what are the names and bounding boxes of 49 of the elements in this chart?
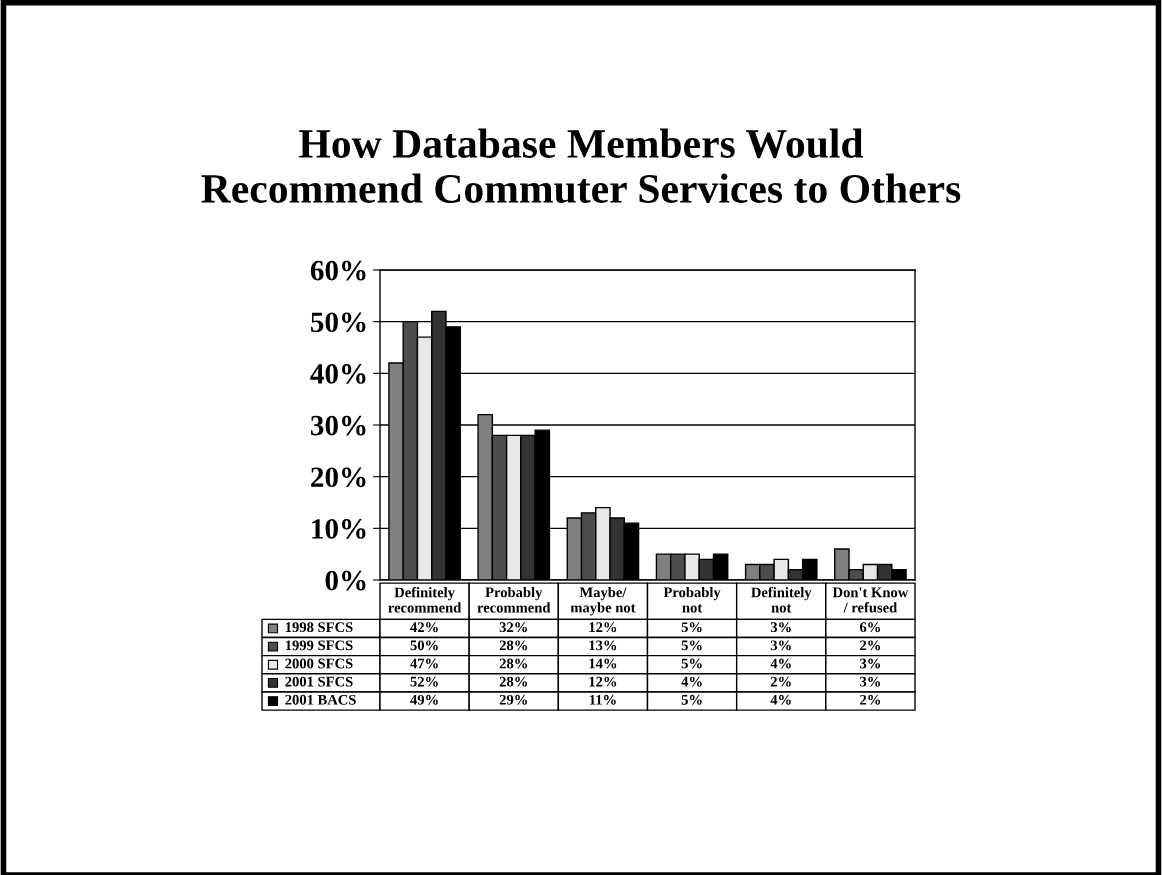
data-label: 3% — [860, 658, 880, 669]
data-label: 14% — [589, 658, 617, 669]
y-tick-label: 30% — [310, 415, 366, 436]
chart-title: How Database Members Would Recommend Commuter Services to Others — [201, 128, 961, 204]
legend-label: 2000 SFCS — [285, 658, 353, 669]
data-label: 3% — [770, 622, 791, 633]
data-label: 29% — [499, 694, 527, 705]
data-label: 2% — [860, 640, 880, 651]
x-tick-label: Don't Know / refused — [832, 587, 909, 613]
data-label: 52% — [410, 676, 438, 687]
x-tick-label: Definitely recommend — [388, 586, 462, 613]
x-tick-label: Probably not — [663, 586, 721, 613]
data-label: 4% — [770, 694, 791, 705]
legend-label: 2001 SFCS — [285, 676, 353, 687]
data-label: 28% — [499, 640, 527, 651]
y-tick-label: 20% — [311, 467, 366, 488]
data-label: 47% — [410, 658, 438, 669]
data-label: 12% — [589, 676, 617, 687]
x-tick-label: Definitely not — [751, 586, 812, 613]
data-label: 6% — [859, 622, 880, 633]
data-label: 3% — [770, 640, 791, 651]
y-tick-label: 50% — [311, 312, 366, 333]
data-label: 4% — [681, 676, 702, 687]
data-label: 3% — [860, 676, 880, 687]
data-label: 5% — [681, 658, 702, 669]
data-label: 28% — [499, 658, 527, 669]
legend-label: 1999 SFCS — [285, 640, 353, 651]
y-tick-label: 10% — [312, 519, 366, 539]
y-tick-label: 40% — [310, 364, 366, 384]
data-label: 11% — [589, 694, 616, 705]
data-label: 5% — [681, 694, 702, 705]
data-label: 4% — [770, 658, 791, 669]
data-label: 32% — [499, 622, 527, 633]
data-label: 42% — [410, 622, 438, 633]
legend-label: 2001 BACS — [285, 694, 356, 705]
x-tick-label: Probably recommend — [477, 586, 551, 613]
data-label: 50% — [410, 640, 438, 651]
data-label: 2% — [860, 694, 880, 705]
data-label: 5% — [681, 640, 702, 651]
x-tick-label: Maybe/ maybe not — [570, 586, 636, 616]
data-label: 49% — [410, 694, 438, 705]
data-label: 5% — [681, 622, 702, 633]
data-label: 12% — [589, 622, 617, 633]
y-tick-label: 60% — [310, 260, 366, 281]
legend-label: 1998 SFCS — [285, 622, 353, 633]
y-tick-label: 0% — [325, 570, 366, 591]
data-label: 2% — [770, 676, 791, 687]
data-label: 13% — [589, 640, 617, 651]
data-label: 28% — [499, 676, 527, 687]
